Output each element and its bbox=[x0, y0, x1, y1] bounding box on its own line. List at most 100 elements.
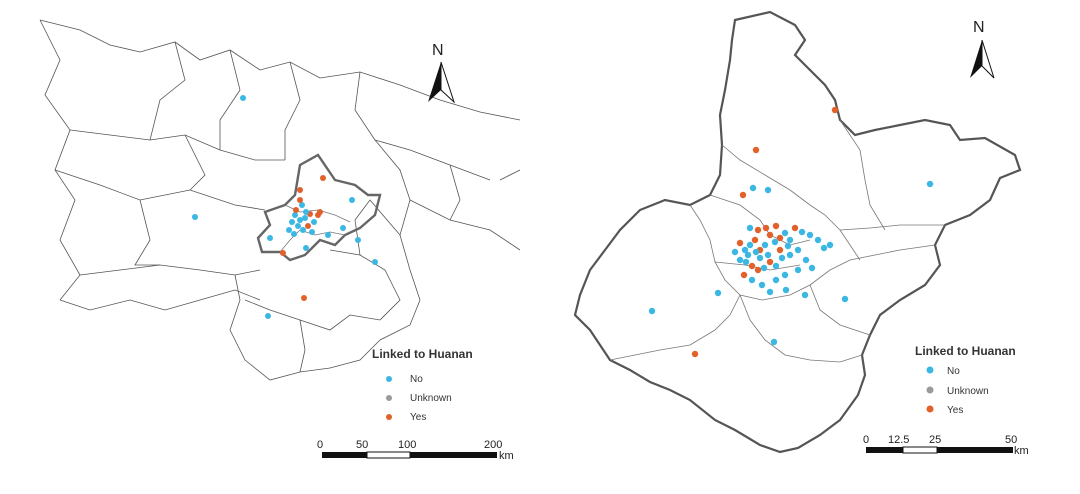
case-point bbox=[311, 219, 317, 225]
case-point bbox=[286, 227, 292, 233]
legend-item-yes: Yes bbox=[386, 412, 426, 423]
legend: Linked to Huanan No Unknown Yes bbox=[915, 344, 1016, 416]
case-point bbox=[240, 95, 246, 101]
case-point bbox=[760, 264, 768, 272]
case-point bbox=[801, 291, 809, 299]
case-point bbox=[794, 266, 802, 274]
case-point bbox=[784, 242, 792, 250]
right-points bbox=[648, 106, 934, 358]
case-point bbox=[771, 238, 779, 246]
scale-unit: km bbox=[1014, 445, 1029, 457]
case-point bbox=[300, 227, 306, 233]
scale-tick-3: 200 bbox=[484, 439, 502, 451]
case-point bbox=[751, 236, 759, 244]
case-point bbox=[349, 197, 355, 203]
legend-label-no: No bbox=[410, 374, 423, 385]
case-point bbox=[748, 262, 756, 270]
case-point bbox=[808, 264, 816, 272]
scale-tick-1: 50 bbox=[356, 439, 368, 451]
case-point bbox=[766, 288, 774, 296]
case-point bbox=[764, 186, 772, 194]
legend-label-unknown: Unknown bbox=[410, 393, 452, 404]
case-point bbox=[293, 207, 299, 213]
case-point bbox=[265, 313, 271, 319]
case-point bbox=[752, 248, 760, 256]
case-point bbox=[772, 276, 780, 284]
case-point bbox=[794, 246, 802, 254]
case-point bbox=[746, 241, 754, 249]
case-point bbox=[798, 228, 806, 236]
legend-item-yes: Yes bbox=[926, 405, 963, 416]
legend-title: Linked to Huanan bbox=[915, 344, 1016, 358]
case-point bbox=[289, 219, 295, 225]
case-point bbox=[302, 215, 308, 221]
case-point bbox=[756, 254, 764, 262]
left-map: N Linked to Huanan No Unknown Yes 0 50 1… bbox=[39, 19, 521, 462]
legend-item-unknown: Unknown bbox=[926, 386, 989, 397]
case-point bbox=[786, 251, 794, 259]
case-point bbox=[741, 246, 749, 254]
case-point bbox=[736, 239, 744, 247]
legend-item-no: No bbox=[386, 374, 423, 385]
case-point bbox=[739, 191, 747, 199]
north-label: N bbox=[432, 42, 444, 59]
case-point bbox=[280, 250, 286, 256]
scale-tick-1: 12.5 bbox=[888, 434, 909, 446]
legend-item-no: No bbox=[926, 366, 960, 377]
wuhan-boundary bbox=[573, 10, 1022, 454]
case-point bbox=[926, 180, 934, 188]
case-point bbox=[766, 258, 774, 266]
case-point bbox=[791, 224, 799, 232]
scale-bar: 0 12.5 25 50 km bbox=[863, 434, 1029, 457]
case-point bbox=[305, 223, 311, 229]
case-point bbox=[192, 214, 198, 220]
case-point bbox=[826, 241, 834, 249]
case-point bbox=[742, 258, 750, 266]
case-point bbox=[320, 175, 326, 181]
case-point bbox=[748, 276, 756, 284]
case-point bbox=[758, 281, 766, 289]
case-point bbox=[309, 229, 315, 235]
case-point bbox=[749, 184, 757, 192]
scale-tick-3: 50 bbox=[1005, 434, 1017, 446]
wuhan-districts bbox=[609, 119, 945, 363]
case-point bbox=[786, 236, 794, 244]
legend-label-yes: Yes bbox=[410, 412, 426, 423]
case-point bbox=[731, 248, 739, 256]
case-point bbox=[746, 224, 754, 232]
case-point bbox=[301, 295, 307, 301]
case-point bbox=[782, 286, 790, 294]
case-point bbox=[714, 289, 722, 297]
left-points bbox=[192, 95, 378, 319]
legend-label-no: No bbox=[947, 366, 960, 377]
case-point bbox=[802, 256, 810, 264]
case-point bbox=[303, 209, 309, 215]
case-point bbox=[325, 232, 331, 238]
case-point bbox=[291, 231, 297, 237]
case-point bbox=[267, 235, 273, 241]
case-point bbox=[691, 350, 699, 358]
case-point bbox=[340, 225, 346, 231]
case-point bbox=[292, 212, 298, 218]
case-point bbox=[297, 217, 303, 223]
legend-label-yes: Yes bbox=[947, 405, 963, 416]
case-point bbox=[841, 295, 849, 303]
case-point bbox=[752, 146, 760, 154]
case-point bbox=[372, 259, 378, 265]
case-point bbox=[762, 224, 770, 232]
right-map: N Linked to Huanan No Unknown Yes 0 12.5… bbox=[573, 10, 1029, 457]
north-label: N bbox=[973, 19, 985, 36]
case-point bbox=[299, 202, 305, 208]
left-boundaries bbox=[39, 19, 521, 381]
case-point bbox=[297, 197, 303, 203]
case-point bbox=[814, 236, 822, 244]
case-point bbox=[355, 237, 361, 243]
legend-title: Linked to Huanan bbox=[372, 347, 473, 361]
case-point bbox=[806, 231, 814, 239]
case-point bbox=[754, 266, 762, 274]
case-point bbox=[781, 229, 789, 237]
case-point bbox=[297, 187, 303, 193]
case-point bbox=[295, 223, 301, 229]
case-point bbox=[772, 222, 780, 230]
scale-tick-0: 0 bbox=[863, 434, 869, 446]
